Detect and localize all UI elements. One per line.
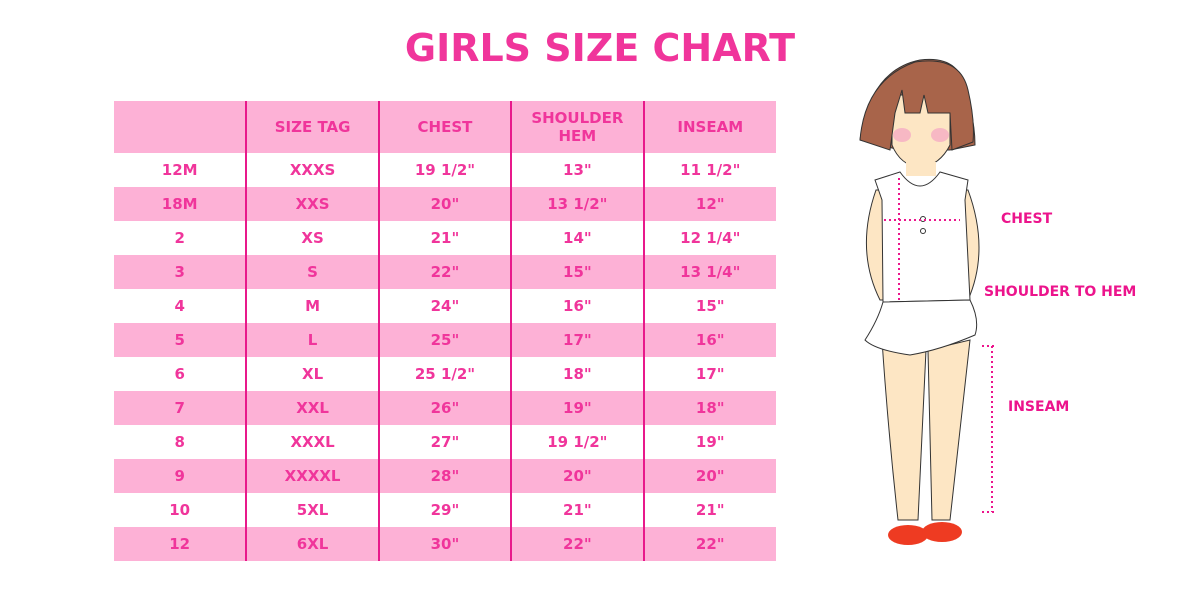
table-cell: 21"	[511, 493, 645, 527]
table-cell: XL	[246, 357, 380, 391]
table-row: 2 XS 21" 14" 12 1/4"	[114, 221, 776, 255]
table-cell: S	[246, 255, 380, 289]
table-row: 5 L 25" 17" 16"	[114, 323, 776, 357]
table-cell: XXXS	[246, 153, 380, 187]
table-cell: XXL	[246, 391, 380, 425]
table-header-row: SIZE TAG CHEST SHOULDER HEM INSEAM	[114, 101, 776, 153]
table-cell: 13"	[511, 153, 645, 187]
table-cell: 22"	[378, 255, 513, 289]
table-cell: 4	[114, 289, 248, 323]
column-header: SHOULDER HEM	[511, 101, 645, 153]
table-row: 4 M 24" 16" 15"	[114, 289, 776, 323]
table-cell: 27"	[378, 425, 513, 459]
table-cell: 19"	[695, 433, 725, 451]
table-cell: 18"	[695, 399, 725, 417]
table-cell: 8	[114, 425, 248, 459]
page-title: GIRLS SIZE CHART	[404, 26, 796, 70]
table-cell: 29"	[378, 493, 513, 527]
table-cell: 26"	[378, 391, 513, 425]
table-cell: XXXXL	[246, 459, 380, 493]
table-row: 12M XXXS 19 1/2" 13" 11 1/2"	[114, 153, 776, 187]
table-cell: XXXL	[246, 425, 380, 459]
table-cell: 21"	[378, 221, 513, 255]
chest-label: CHEST	[1001, 211, 1053, 227]
table-row: 10 5XL 29" 21" 21"	[114, 493, 776, 527]
table-cell: 22"	[511, 527, 645, 561]
table-cell: 6XL	[246, 527, 380, 561]
table-cell: 10	[114, 493, 248, 527]
table-cell: 19 1/2"	[378, 153, 513, 187]
table-cell: 13 1/4"	[680, 263, 741, 281]
table-cell: 17"	[695, 365, 725, 383]
table-cell: XS	[246, 221, 380, 255]
table-cell: 9	[114, 459, 248, 493]
table-cell: 18M	[114, 187, 248, 221]
table-cell: 25 1/2"	[378, 357, 513, 391]
table-cell: 20"	[695, 467, 725, 485]
table-cell: M	[246, 289, 380, 323]
table-row: 7 XXL 26" 19" 18"	[114, 391, 776, 425]
table-row: 18M XXS 20" 13 1/2" 12"	[114, 187, 776, 221]
inseam-label: INSEAM	[1008, 399, 1070, 415]
table-cell: 25"	[378, 323, 513, 357]
table-cell: 22"	[695, 535, 725, 553]
table-cell: XXS	[246, 187, 380, 221]
table-row: 8 XXXL 27" 19 1/2" 19"	[114, 425, 776, 459]
table-cell: 16"	[695, 331, 725, 349]
column-header: CHEST	[378, 101, 513, 153]
table-cell: 28"	[378, 459, 513, 493]
column-header: INSEAM	[677, 118, 744, 136]
table-cell: L	[246, 323, 380, 357]
girl-illustration: CHEST SHOULDER TO HEM INSEAM	[840, 50, 1160, 554]
shoulder-to-hem-label: SHOULDER TO HEM	[984, 284, 1137, 300]
table-cell: 19"	[511, 391, 645, 425]
table-cell: 12 1/4"	[680, 229, 741, 247]
table-cell: 14"	[511, 221, 645, 255]
table-row: 9 XXXXL 28" 20" 20"	[114, 459, 776, 493]
table-cell: 13 1/2"	[511, 187, 645, 221]
table-cell: 12"	[695, 195, 725, 213]
table-cell: 16"	[511, 289, 645, 323]
table-cell: 21"	[695, 501, 725, 519]
table-cell: 5XL	[246, 493, 380, 527]
table-cell: 12	[114, 527, 248, 561]
table-cell: 19 1/2"	[511, 425, 645, 459]
table-cell: 15"	[695, 297, 725, 315]
table-row: 3 S 22" 15" 13 1/4"	[114, 255, 776, 289]
column-header	[114, 101, 248, 153]
table-row: 12 6XL 30" 22" 22"	[114, 527, 776, 561]
table-cell: 17"	[511, 323, 645, 357]
table-cell: 7	[114, 391, 248, 425]
table-cell: 30"	[378, 527, 513, 561]
column-header: SIZE TAG	[246, 101, 380, 153]
table-cell: 2	[114, 221, 248, 255]
table-cell: 11 1/2"	[680, 161, 741, 179]
table-cell: 6	[114, 357, 248, 391]
table-cell: 24"	[378, 289, 513, 323]
table-row: 6 XL 25 1/2" 18" 17"	[114, 357, 776, 391]
table-cell: 15"	[511, 255, 645, 289]
table-cell: 20"	[378, 187, 513, 221]
table-cell: 20"	[511, 459, 645, 493]
table-cell: 12M	[114, 153, 248, 187]
table-cell: 3	[114, 255, 248, 289]
size-table: SIZE TAG CHEST SHOULDER HEM INSEAM 12M XXXS 1…	[114, 101, 776, 561]
table-cell: 5	[114, 323, 248, 357]
table-cell: 18"	[511, 357, 645, 391]
